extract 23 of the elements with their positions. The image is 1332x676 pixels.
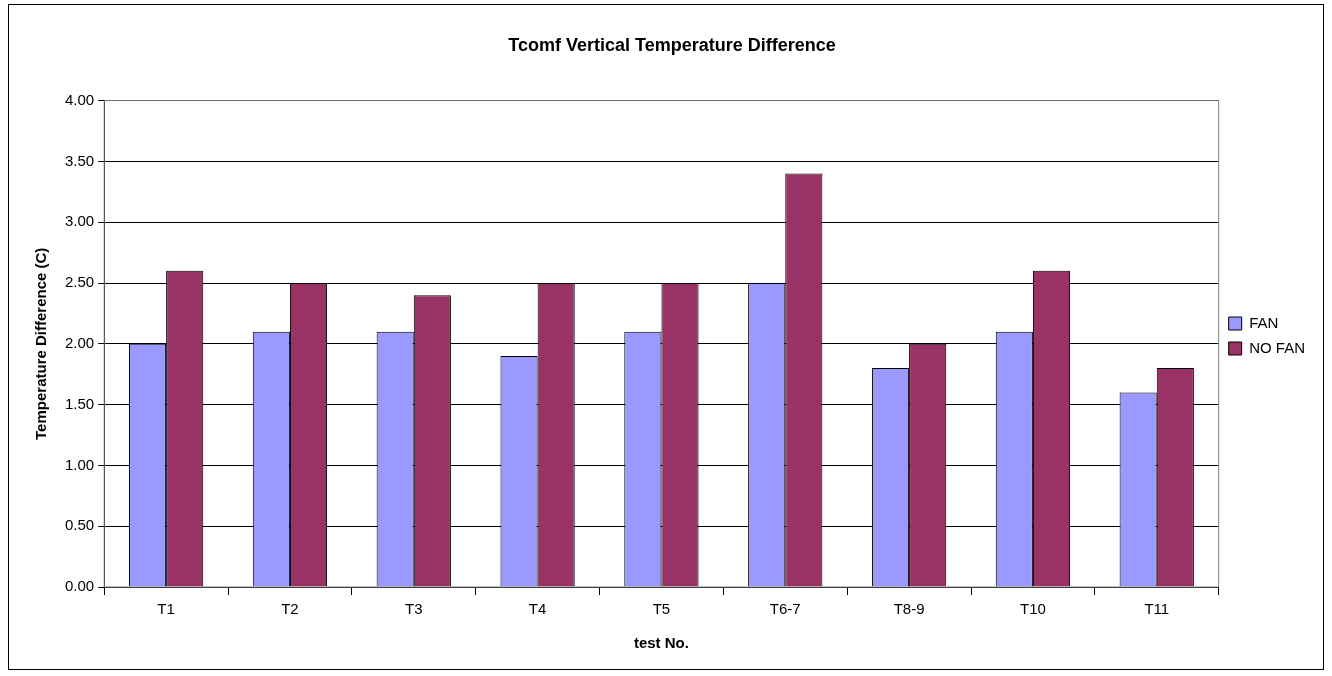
y-tick-label: 2.00 (64, 333, 95, 351)
y-tick-label: 3.50 (64, 151, 95, 169)
y-tick-label: 2.50 (64, 273, 95, 291)
x-tick-label: T2 (281, 600, 299, 618)
x-tick-label: T10 (1019, 600, 1046, 618)
y-axis-title: Temperature Difference (C) (32, 247, 50, 440)
x-tick-label: T4 (528, 600, 547, 618)
y-tick-label: 1.50 (64, 394, 95, 412)
x-tick-label: T3 (405, 600, 423, 618)
chart-title: Tcomf Vertical Temperature Difference (508, 34, 836, 55)
y-tick-label: 0.50 (64, 516, 95, 534)
x-tick-label: T5 (652, 600, 671, 618)
x-tick-label: T6-7 (769, 600, 801, 618)
x-tick-label: T11 (1144, 600, 1170, 618)
x-tick-label: T8-9 (893, 600, 925, 618)
x-axis-title: test No. (633, 634, 689, 652)
legend-label: NO FAN (1249, 338, 1305, 356)
legend-label: FAN (1249, 313, 1279, 331)
y-tick-label: 1.00 (64, 455, 95, 473)
y-tick-label: 4.00 (64, 90, 95, 108)
y-tick-label: 0.00 (64, 577, 95, 595)
y-tick-label: 3.00 (64, 212, 95, 230)
x-tick-label: T1 (157, 600, 175, 618)
